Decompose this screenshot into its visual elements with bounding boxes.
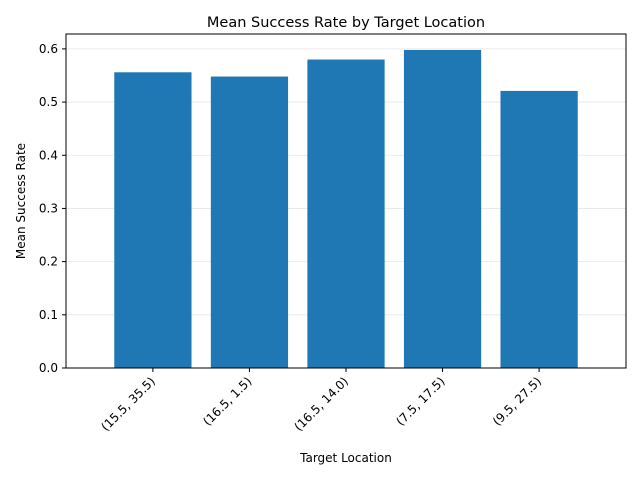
bar bbox=[114, 72, 192, 368]
y-axis-ticks: 0.0 0.1 0.2 0.3 0.4 0.5 0.6 bbox=[39, 42, 66, 375]
x-tick-label: (16.5, 14.0) bbox=[291, 374, 351, 434]
bar bbox=[500, 90, 578, 368]
bars bbox=[114, 49, 578, 369]
x-tick-label: (15.5, 35.5) bbox=[98, 374, 158, 434]
y-tick-label: 0.4 bbox=[39, 148, 58, 162]
bar bbox=[210, 76, 289, 369]
x-axis-label: Target Location bbox=[299, 451, 392, 465]
y-axis-label: Mean Success Rate bbox=[14, 143, 28, 259]
x-tick-label: (7.5, 17.5) bbox=[393, 374, 447, 428]
y-tick-label: 0.1 bbox=[39, 308, 58, 322]
y-tick-label: 0.0 bbox=[39, 361, 58, 375]
x-axis-ticks: (15.5, 35.5) (16.5, 1.5) (16.5, 14.0) (7.5,… bbox=[98, 368, 544, 434]
bar bbox=[307, 59, 385, 369]
y-tick-label: 0.2 bbox=[39, 255, 58, 269]
x-tick-label: (16.5, 1.5) bbox=[200, 374, 254, 428]
bar bbox=[403, 49, 482, 368]
x-tick-label: (9.5, 27.5) bbox=[490, 374, 544, 428]
y-tick-label: 0.3 bbox=[39, 201, 58, 215]
chart-title: Mean Success Rate by Target Location bbox=[207, 15, 485, 31]
y-tick-label: 0.6 bbox=[39, 42, 58, 56]
y-tick-label: 0.5 bbox=[39, 95, 58, 109]
